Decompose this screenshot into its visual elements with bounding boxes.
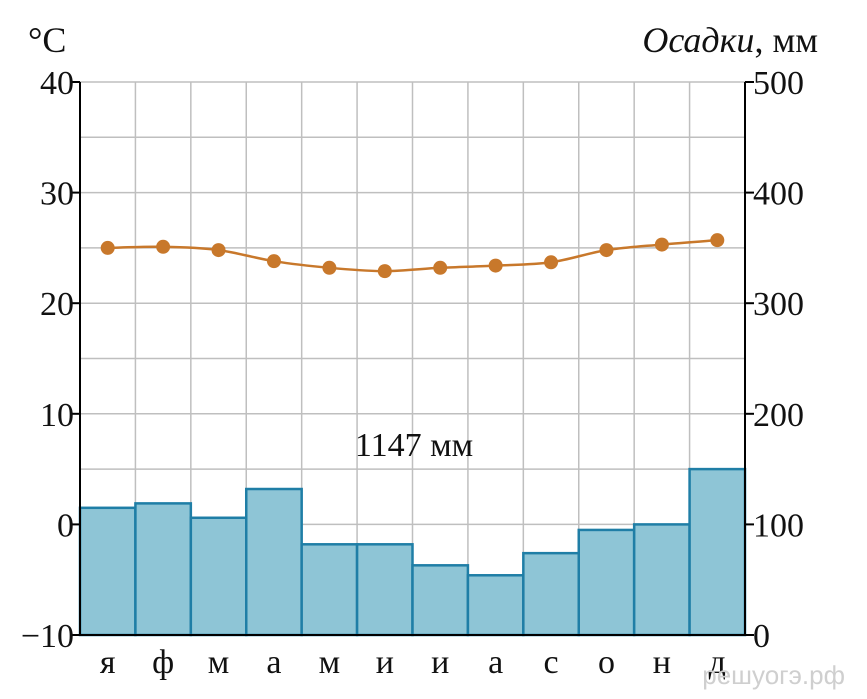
month-label: а xyxy=(266,644,281,681)
precipitation-bar xyxy=(78,506,137,637)
temperature-point xyxy=(654,237,669,252)
right-tick-label: 0 xyxy=(753,618,770,655)
temperature-point xyxy=(599,243,614,258)
right-tick-label: 300 xyxy=(753,286,804,323)
temperature-point xyxy=(433,260,448,275)
temperature-point xyxy=(544,255,559,270)
right-tick-label: 100 xyxy=(753,507,804,544)
temperature-line xyxy=(100,233,725,279)
total-precipitation-annotation: 1147 мм xyxy=(355,427,473,464)
month-label: д xyxy=(709,644,726,681)
temperature-point xyxy=(488,258,503,273)
right-tick-label: 200 xyxy=(753,397,804,434)
month-label: м xyxy=(319,644,341,681)
month-label: ф xyxy=(152,644,174,681)
precipitation-bar xyxy=(134,502,193,637)
precipitation-bar xyxy=(632,523,691,637)
month-label: я xyxy=(100,644,116,681)
temperature-point xyxy=(266,254,281,269)
precipitation-bar xyxy=(189,516,248,637)
month-label: с xyxy=(543,644,558,681)
month-label: м xyxy=(208,644,230,681)
left-tick-label: 10 xyxy=(40,397,74,434)
temperature-point xyxy=(322,260,337,275)
left-tick-label: −10 xyxy=(21,618,74,655)
right-tick-label: 500 xyxy=(753,65,804,102)
temperature-point xyxy=(211,243,226,258)
temperature-point xyxy=(710,233,725,248)
right-axis-unit: Осадки, мм xyxy=(642,20,818,60)
month-label: и xyxy=(431,644,449,681)
right-axis-unit-italic: Осадки xyxy=(642,20,754,60)
left-tick-label: 30 xyxy=(40,176,74,213)
precipitation-bar xyxy=(522,551,580,637)
precipitation-bar xyxy=(577,528,636,637)
month-label: о xyxy=(598,644,615,681)
left-axis-unit: °C xyxy=(28,20,66,60)
temperature-point xyxy=(100,240,115,255)
precipitation-bar xyxy=(688,467,747,637)
precipitation-bars xyxy=(78,467,747,637)
precipitation-bar xyxy=(411,564,470,637)
watermark: решуогэ.рф xyxy=(702,660,845,690)
month-label: н xyxy=(653,644,671,681)
precipitation-bar xyxy=(355,543,414,637)
right-tick-label: 400 xyxy=(753,176,804,213)
left-tick-label: 40 xyxy=(40,65,74,102)
month-label: и xyxy=(376,644,394,681)
precipitation-bar xyxy=(245,487,303,637)
temperature-point xyxy=(377,264,392,279)
left-tick-label: 20 xyxy=(40,286,74,323)
month-label: а xyxy=(488,644,503,681)
left-tick-label: 0 xyxy=(57,507,74,544)
axes xyxy=(71,81,754,636)
precipitation-bar xyxy=(466,574,525,637)
temperature-point xyxy=(156,239,171,254)
precipitation-bar xyxy=(300,543,359,637)
right-axis-unit-rest: , мм xyxy=(754,20,818,60)
